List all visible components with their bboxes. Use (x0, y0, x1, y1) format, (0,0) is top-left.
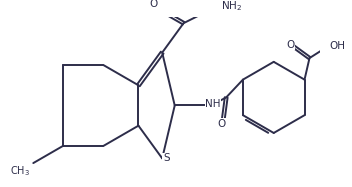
Text: O: O (218, 119, 226, 129)
Text: OH: OH (329, 41, 345, 51)
Text: NH$_2$: NH$_2$ (221, 0, 242, 13)
Text: O: O (150, 0, 158, 9)
Text: NH: NH (205, 99, 221, 109)
Text: O: O (286, 40, 294, 50)
Text: S: S (163, 153, 170, 163)
Text: CH$_3$: CH$_3$ (10, 164, 30, 178)
